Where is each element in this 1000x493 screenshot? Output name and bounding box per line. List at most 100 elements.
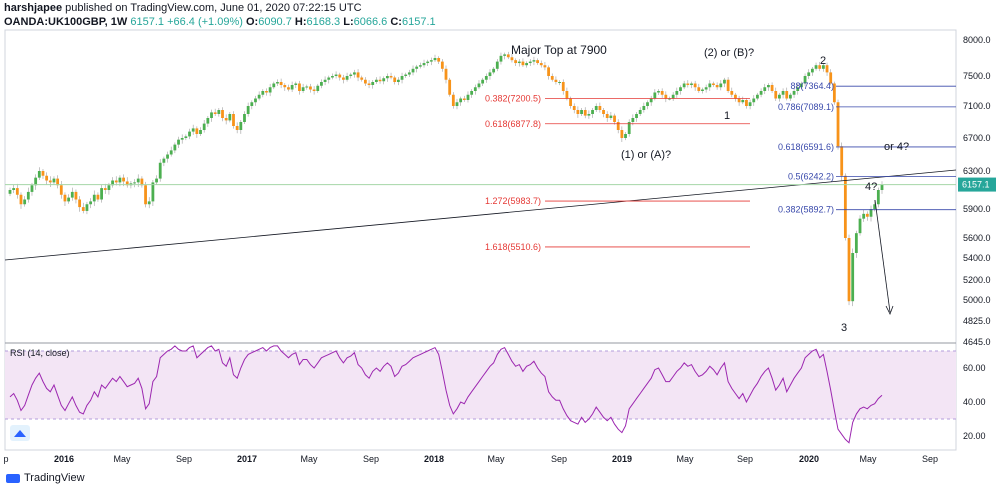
candle-body: [638, 110, 642, 114]
candle-body: [323, 79, 327, 82]
candle-body: [554, 79, 558, 82]
candle-body: [737, 98, 741, 103]
candle-body: [136, 178, 140, 183]
candle-body: [701, 89, 704, 91]
candle-body: [396, 79, 400, 82]
candle-body: [495, 61, 499, 69]
candle-body: [283, 85, 287, 88]
candle-body: [671, 94, 675, 99]
annotation-label: 3: [841, 322, 847, 334]
drawings-group: [4, 85, 957, 315]
candle-body: [558, 82, 561, 83]
candle-body: [759, 91, 763, 95]
candle-body: [730, 91, 734, 95]
candle-body: [854, 233, 858, 253]
candle-body: [602, 110, 605, 114]
candle-body: [708, 83, 712, 88]
candle-body: [8, 190, 12, 194]
candle-body: [609, 115, 613, 118]
candle-body: [712, 83, 715, 85]
candle-body: [796, 87, 800, 91]
candle-body: [411, 68, 415, 73]
price-tick-label: 5200.0: [963, 275, 991, 285]
candle-body: [30, 185, 34, 192]
candle-body: [34, 177, 38, 186]
tradingview-logo[interactable]: TradingView: [6, 472, 85, 484]
candle-body: [734, 94, 737, 99]
candle-body: [393, 77, 397, 82]
candle-body: [869, 209, 873, 217]
candle-body: [107, 185, 111, 190]
author-name[interactable]: harshjapee: [4, 2, 63, 14]
candle-body: [378, 79, 382, 82]
candle-body: [382, 78, 386, 82]
candle-body: [52, 178, 56, 183]
annotation-labels: 0.382(7200.5) 0.618(6877.8) 1.272(5983.7) 1…: [485, 43, 909, 334]
candle-body: [462, 98, 466, 100]
candle-body: [125, 181, 129, 186]
candle-body: [649, 98, 653, 103]
candle-body: [693, 83, 697, 88]
time-tick-label: p: [3, 454, 8, 464]
candle-body: [37, 171, 41, 178]
candle-body: [858, 218, 862, 234]
candle-body: [122, 177, 125, 182]
candle-body: [840, 146, 844, 176]
candle-body: [243, 114, 246, 122]
candle-body: [668, 98, 671, 100]
low-label: L:: [343, 16, 354, 28]
candle-body: [876, 190, 880, 205]
candle-body: [367, 83, 371, 85]
fib-level-label: 0.618(6591.6): [778, 142, 834, 152]
time-tick-label: Sep: [737, 454, 753, 464]
candle-body: [616, 122, 620, 130]
time-tick-label: May: [300, 454, 318, 464]
fib-level-label: 0.5(6242.2): [788, 171, 834, 181]
candle-body: [818, 65, 822, 69]
candle-body: [506, 54, 510, 58]
candle-body: [96, 194, 100, 200]
candle-body: [45, 175, 49, 181]
candle-body: [455, 102, 459, 106]
candle-body: [627, 122, 631, 134]
close-label: C:: [390, 16, 402, 28]
candle-body: [517, 61, 521, 64]
candle-body: [250, 102, 254, 106]
candle-body: [470, 91, 474, 95]
rsi-line: [9, 345, 883, 444]
candle-body: [514, 60, 518, 64]
candle-body: [440, 61, 444, 69]
candle-body: [580, 110, 583, 114]
price-tick-label: 8000.0: [963, 35, 991, 45]
current-price-label: 6157.1: [962, 180, 990, 190]
candle-body: [543, 65, 547, 68]
candle-body: [400, 76, 404, 80]
tradingview-logo-text: TradingView: [24, 472, 85, 484]
candle-body: [74, 191, 78, 200]
candle-body: [862, 213, 866, 219]
candle-body: [756, 94, 759, 99]
candle-body: [561, 82, 565, 91]
candle-body: [312, 89, 316, 91]
candle-body: [147, 201, 151, 205]
candle-body: [444, 68, 448, 80]
candle-body: [327, 77, 331, 80]
candle-body: [726, 79, 730, 91]
time-tick-label: May: [487, 454, 505, 464]
candle-body: [851, 253, 855, 302]
candle-body: [239, 122, 243, 130]
candle-body: [686, 83, 690, 85]
candle-body: [338, 74, 342, 78]
price-tick-label: 4645.0: [963, 337, 991, 347]
candle-body: [873, 204, 877, 209]
candle-body: [821, 65, 825, 69]
candle-body: [415, 66, 419, 69]
candle-body: [565, 91, 569, 99]
candle-body: [118, 177, 122, 183]
candle-body: [569, 98, 572, 106]
candle-body: [15, 188, 19, 195]
candle-body: [774, 91, 778, 99]
time-tick-label: 2016: [54, 454, 74, 464]
candle-body: [781, 91, 785, 95]
